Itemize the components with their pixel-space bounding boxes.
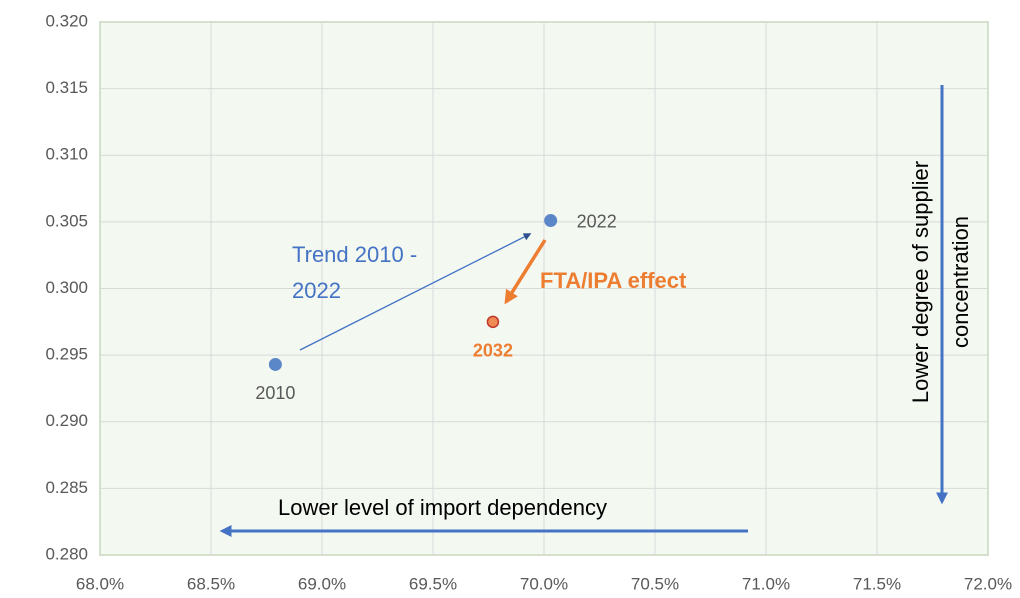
x-tick-label: 71.0%	[742, 574, 790, 593]
x-tick-label: 72.0%	[964, 574, 1012, 593]
y-tick-label: 0.320	[45, 11, 88, 30]
point-label: 2010	[255, 383, 295, 403]
effect-label: FTA/IPA effect	[540, 268, 687, 293]
supplier-label-group: Lower degree of supplier concentration	[908, 161, 973, 403]
x-tick-label: 68.5%	[187, 574, 235, 593]
y-tick-label: 0.315	[45, 78, 88, 97]
y-tick-label: 0.300	[45, 278, 88, 297]
point	[486, 315, 500, 329]
effect-arrow	[504, 239, 547, 305]
import-label: Lower level of import dependency	[278, 495, 607, 520]
x-tick-label: 70.5%	[631, 574, 679, 593]
x-tick-label: 69.0%	[298, 574, 346, 593]
y-tick-label: 0.310	[45, 145, 88, 164]
y-tick-label: 0.290	[45, 411, 88, 430]
point-label: 2022	[577, 211, 617, 231]
trend-arrow	[299, 233, 532, 351]
x-tick-label: 71.5%	[853, 574, 901, 593]
y-tick-label: 0.295	[45, 345, 88, 364]
y-tick-label: 0.280	[45, 544, 88, 563]
supplier-label: Lower degree of supplier	[908, 161, 933, 403]
point	[544, 214, 558, 228]
y-tick-label: 0.305	[45, 211, 88, 230]
x-tick-label: 68.0%	[76, 574, 124, 593]
x-tick-label: 70.0%	[520, 574, 568, 593]
y-tick-label: 0.285	[45, 478, 88, 497]
point	[268, 357, 282, 371]
x-tick-label: 69.5%	[409, 574, 457, 593]
trend-label: 2022	[292, 278, 341, 303]
point-label: 2032	[473, 341, 513, 361]
trend-label: Trend 2010 -	[292, 242, 417, 267]
supplier-label: concentration	[948, 216, 973, 348]
